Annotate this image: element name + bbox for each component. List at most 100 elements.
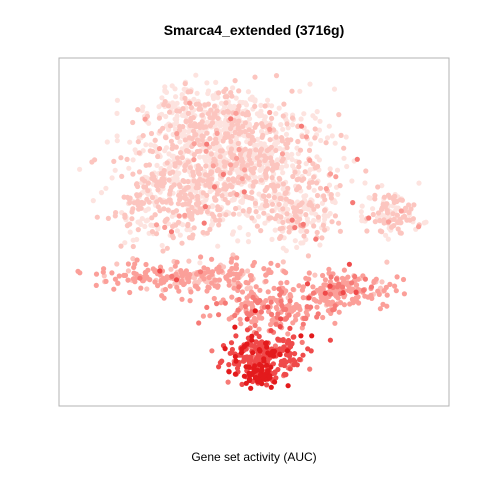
scatter-point [260,123,266,129]
scatter-point [381,288,387,294]
scatter-point [381,194,387,200]
scatter-point [249,129,256,135]
scatter-point [335,191,341,197]
scatter-point [400,214,406,220]
scatter-point [305,206,311,212]
scatter-point [368,284,375,290]
scatter-point [346,261,352,267]
scatter-point [151,143,158,149]
scatter-point [245,300,251,306]
scatter-point [275,139,281,145]
scatter-point [296,185,302,191]
scatter-point [164,216,170,222]
scatter-point [275,311,281,317]
scatter-point [302,169,308,175]
scatter-point [288,137,294,143]
scatter-point [290,205,296,211]
scatter-point [130,276,136,282]
scatter-point [268,328,274,334]
scatter-point [224,124,230,130]
scatter-point [247,157,253,163]
scatter-point [277,195,283,201]
scatter-point [233,95,239,101]
scatter-point [234,191,240,198]
scatter-point [297,88,303,94]
scatter-point [215,283,221,289]
scatter-point [200,229,206,236]
scatter-point [155,153,161,160]
scatter-point [291,307,297,313]
scatter-point [249,134,255,140]
scatter-point [216,312,222,318]
scatter-point [156,104,162,110]
scatter-point [201,220,207,226]
scatter-point [268,299,274,305]
scatter-point [332,140,338,146]
scatter-point [332,213,338,219]
scatter-point [271,285,277,291]
scatter-point [232,354,238,360]
scatter-point [314,304,320,310]
scatter-point [279,303,285,309]
scatter-point [235,307,241,313]
scatter-point [294,362,300,368]
scatter-point [349,296,355,302]
scatter-point [284,348,290,354]
scatter-point [248,273,254,279]
scatter-point [215,95,221,101]
scatter-point [184,227,190,233]
scatter-point [327,166,333,172]
scatter-point [217,154,223,160]
scatter-point [314,109,320,115]
scatter-point [228,125,234,132]
scatter-point [124,194,131,200]
scatter-point [194,271,200,277]
scatter-point [320,314,326,321]
scatter-point [394,274,400,280]
scatter-point [204,288,210,294]
scatter-point [341,155,347,161]
scatter-point [236,103,242,109]
scatter-point [353,282,360,288]
scatter-point [191,275,198,281]
scatter-point [227,170,233,176]
scatter-point [249,215,255,221]
scatter-point [257,287,263,293]
scatter-point [185,178,191,185]
scatter-point [263,198,269,204]
scatter-point [186,201,192,207]
scatter-point [283,270,289,276]
scatter-point [270,184,276,190]
scatter-point [143,261,149,268]
scatter-point [257,361,263,368]
scatter-point [188,289,194,295]
scatter-point [166,197,172,203]
scatter-point [124,156,130,162]
scatter-point [307,200,313,206]
plot-frame [58,57,450,407]
scatter-point [334,276,340,282]
scatter-point [287,325,293,331]
scatter-point [395,226,401,232]
scatter-point [285,218,291,224]
scatter-point [326,182,333,188]
scatter-point [228,259,234,265]
scatter-point [188,89,194,95]
scatter-point [127,229,133,235]
scatter-point [366,195,372,201]
scatter-point [152,137,158,143]
scatter-point [186,258,192,264]
scatter-point [251,165,257,171]
scatter-point [381,213,387,219]
scatter-point [275,262,281,268]
scatter-point [239,268,245,274]
scatter-point [311,217,317,224]
scatter-point [149,215,155,221]
scatter-point [226,176,232,182]
scatter-point [174,100,180,106]
scatter-point [289,115,296,121]
scatter-point [292,169,298,175]
scatter-point [114,133,120,139]
scatter-point [239,156,245,162]
scatter-point [139,107,145,113]
